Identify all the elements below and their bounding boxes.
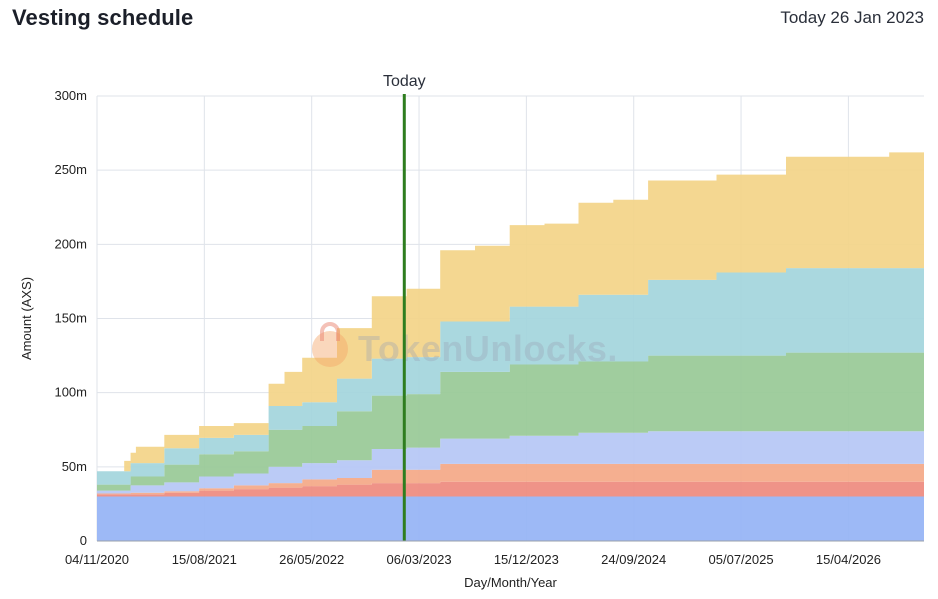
y-tick-label: 300m bbox=[54, 88, 87, 103]
x-tick-label: 15/04/2026 bbox=[816, 552, 881, 567]
area-series-3 bbox=[97, 431, 924, 494]
area-series-2 bbox=[97, 463, 924, 495]
x-tick-label: 04/11/2020 bbox=[65, 552, 129, 567]
y-tick-label: 100m bbox=[54, 385, 87, 400]
stacked-areas bbox=[97, 152, 924, 541]
area-series-5 bbox=[97, 268, 924, 485]
x-tick-label: 15/08/2021 bbox=[172, 552, 237, 567]
x-axis-title: Day/Month/Year bbox=[464, 575, 557, 590]
x-tick-label: 06/03/2023 bbox=[386, 552, 451, 567]
watermark-text: TokenUnlocks. bbox=[358, 328, 618, 369]
today-marker: Today bbox=[383, 73, 426, 541]
area-series-1 bbox=[97, 481, 924, 497]
y-tick-label: 150m bbox=[54, 311, 87, 326]
x-tick-label: 05/07/2025 bbox=[709, 552, 774, 567]
y-tick-label: 50m bbox=[62, 459, 87, 474]
y-tick-label: 0 bbox=[80, 533, 87, 548]
x-tick-label: 15/12/2023 bbox=[494, 552, 559, 567]
x-tick-label: 24/09/2024 bbox=[601, 552, 666, 567]
today-date-label: Today 26 Jan 2023 bbox=[780, 8, 924, 27]
axes: 0 50m 100m 150m 200m 250m 300m 04/11/2020 15/08/… bbox=[19, 88, 924, 590]
tokenunlocks-watermark: TokenUnlocks. bbox=[312, 322, 618, 369]
y-tick-label: 200m bbox=[54, 236, 87, 251]
y-tick-label: 250m bbox=[54, 162, 87, 177]
y-axis-title: Amount (AXS) bbox=[19, 277, 34, 360]
area-series-0 bbox=[97, 496, 924, 541]
today-marker-label: Today bbox=[383, 73, 426, 90]
lock-icon bbox=[312, 322, 348, 367]
x-tick-label: 26/05/2022 bbox=[279, 552, 344, 567]
area-series-6 bbox=[97, 152, 924, 472]
page-title: Vesting schedule bbox=[12, 5, 194, 30]
area-series-4 bbox=[97, 352, 924, 491]
